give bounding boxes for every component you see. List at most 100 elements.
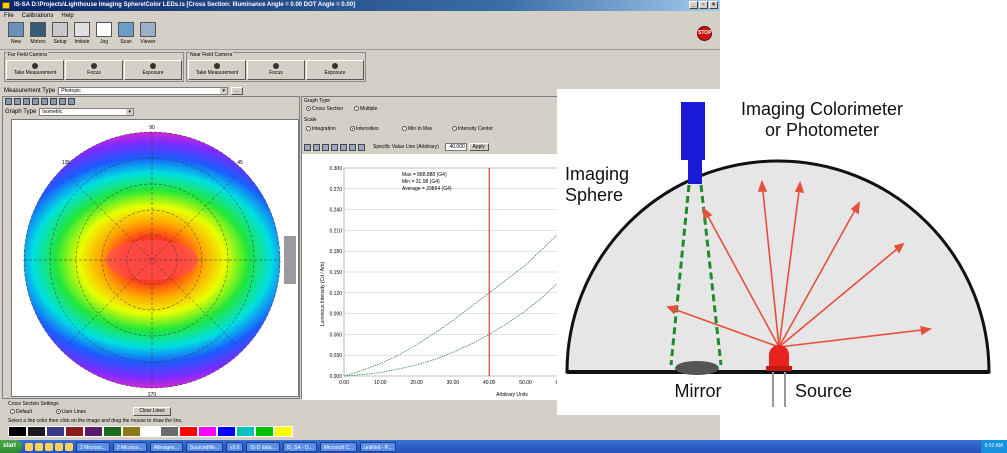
- minimize-button[interactable]: _: [689, 1, 698, 9]
- bar-icon[interactable]: [331, 143, 338, 151]
- color-swatch[interactable]: [236, 426, 255, 437]
- cursor-value-input[interactable]: 40.000: [444, 143, 467, 151]
- menu-file[interactable]: File: [4, 13, 14, 19]
- far-exposure-button[interactable]: Exposure: [124, 60, 182, 80]
- cross-section-option[interactable]: Cross Section: [306, 106, 343, 112]
- far-take-measurement-button[interactable]: Take Measurement: [6, 60, 64, 80]
- camera-lens: [688, 160, 702, 184]
- rotate-icon[interactable]: [41, 98, 48, 105]
- color-swatch[interactable]: [46, 426, 65, 437]
- start-button[interactable]: start: [0, 440, 23, 453]
- motors-icon: [30, 22, 46, 37]
- polar-false-color-plot[interactable]: 90 135 45 270: [11, 119, 299, 397]
- toolbar-imitate-button[interactable]: Imitate: [72, 21, 92, 49]
- folder-icon[interactable]: [35, 442, 44, 451]
- scale-option-integration[interactable]: Integration: [306, 126, 336, 132]
- color-swatch[interactable]: [179, 426, 198, 437]
- grid-icon[interactable]: [50, 98, 57, 105]
- near-focus-button[interactable]: Focus: [247, 60, 305, 80]
- near-exposure-button[interactable]: Exposure: [306, 60, 364, 80]
- print-icon[interactable]: [5, 98, 12, 105]
- measurement-type-more-button[interactable]: ...: [231, 86, 244, 95]
- color-swatch[interactable]: [160, 426, 179, 437]
- y-tick-label: 0.180: [329, 249, 342, 255]
- imitate-icon: [74, 22, 90, 37]
- color-swatch[interactable]: [122, 426, 141, 437]
- toolbar-setup-button[interactable]: Setup: [50, 21, 70, 49]
- print-icon[interactable]: [358, 143, 365, 151]
- color-swatch[interactable]: [198, 426, 217, 437]
- mirror: [675, 361, 719, 375]
- angle-label-bottom: 270: [148, 392, 157, 397]
- color-swatch[interactable]: [274, 426, 293, 437]
- scale-option-intensity-center[interactable]: Intensity Center: [452, 126, 493, 132]
- taskbar-item[interactable]: IS_SA - D...: [282, 441, 317, 452]
- taskbar-item[interactable]: v2.0: [225, 441, 244, 452]
- outlook-icon[interactable]: [65, 442, 74, 451]
- menu-calibrations[interactable]: Calibrations: [21, 13, 54, 19]
- toolbar-scan-button[interactable]: Scan: [116, 21, 136, 49]
- led-base: [766, 366, 792, 371]
- scale-option-intensities[interactable]: Intensities: [350, 126, 379, 132]
- scale-label: Scale: [304, 117, 317, 123]
- default-option[interactable]: Default: [10, 409, 32, 415]
- near-take-measurement-button[interactable]: Take Measurement: [188, 60, 246, 80]
- close-button[interactable]: ×: [709, 1, 718, 9]
- toolbar-viewer-button[interactable]: Viewer: [138, 21, 158, 49]
- taskbar-item[interactable]: untitled - P...: [360, 441, 396, 452]
- toolbar-motors-button[interactable]: Motors: [28, 21, 48, 49]
- stop-button[interactable]: STOP: [697, 26, 712, 41]
- hand-icon[interactable]: [313, 143, 320, 151]
- measurement-type-select[interactable]: Photopic: [58, 86, 229, 95]
- taskbar-item[interactable]: Microsoft C...: [319, 441, 358, 452]
- clear-lines-button[interactable]: Clear Lines: [133, 407, 171, 416]
- angle-label-left: 135: [62, 160, 71, 166]
- taskbar-item[interactable]: Atlmages...: [149, 441, 183, 452]
- color-swatch[interactable]: [84, 426, 103, 437]
- series-line-2: [343, 167, 708, 377]
- pan-icon[interactable]: [32, 98, 39, 105]
- camera-icon: [214, 63, 220, 69]
- pointer-icon[interactable]: [304, 143, 311, 151]
- color-swatch[interactable]: [27, 426, 46, 437]
- toolbar-jog-button[interactable]: Jog: [94, 21, 114, 49]
- imaging-sphere-diagram: Imaging Colorimeter or Photometer Imagin…: [557, 89, 1007, 415]
- zoom-out-icon[interactable]: [349, 143, 356, 151]
- graph-toolbar: Specific Value Line (Arbitrary) 40.000 A…: [304, 142, 719, 152]
- media-icon[interactable]: [55, 442, 64, 451]
- scale-option-min-max[interactable]: Min to Max: [402, 126, 432, 132]
- taskbar-item[interactable]: 2 Microso...: [76, 441, 110, 452]
- desktop-icon[interactable]: [45, 442, 54, 451]
- stat-average: Average = 29864 (G4): [402, 186, 452, 192]
- far-focus-button[interactable]: Focus: [65, 60, 123, 80]
- color-swatch[interactable]: [8, 426, 27, 437]
- list-icon[interactable]: [322, 143, 329, 151]
- color-swatch[interactable]: [65, 426, 84, 437]
- copy-icon[interactable]: [68, 98, 75, 105]
- palette-icon[interactable]: [59, 98, 66, 105]
- radio-icon: [350, 126, 355, 132]
- taskbar-item[interactable]: IS-D data...: [246, 441, 280, 452]
- y-tick-label: 0.270: [329, 187, 342, 193]
- user-lines-option[interactable]: User Lines: [56, 409, 86, 415]
- maximize-button[interactable]: ▫: [699, 1, 708, 9]
- camera-icon: [32, 63, 38, 69]
- taskbar-item[interactable]: Sourcedfile...: [185, 441, 223, 452]
- color-swatch[interactable]: [141, 426, 160, 437]
- focus-icon: [273, 63, 279, 69]
- apply-button[interactable]: Apply: [468, 143, 489, 151]
- ie-icon[interactable]: [25, 442, 34, 451]
- zoom-icon[interactable]: [23, 98, 30, 105]
- y-tick-label: 0.240: [329, 208, 342, 214]
- polar-graph-type-select[interactable]: Isometric: [39, 108, 135, 116]
- color-swatch[interactable]: [217, 426, 236, 437]
- save-icon[interactable]: [14, 98, 21, 105]
- menu-help[interactable]: Help: [61, 13, 74, 19]
- multiple-option[interactable]: Multiple: [354, 106, 377, 112]
- window-title: IS-SA D:\Projects\Lighthouse Imaging Sph…: [14, 2, 356, 8]
- zoom-in-icon[interactable]: [340, 143, 347, 151]
- taskbar-item[interactable]: 2 Microso...: [112, 441, 147, 452]
- color-swatch[interactable]: [255, 426, 274, 437]
- toolbar-new-button[interactable]: New: [6, 21, 26, 49]
- color-swatch[interactable]: [103, 426, 122, 437]
